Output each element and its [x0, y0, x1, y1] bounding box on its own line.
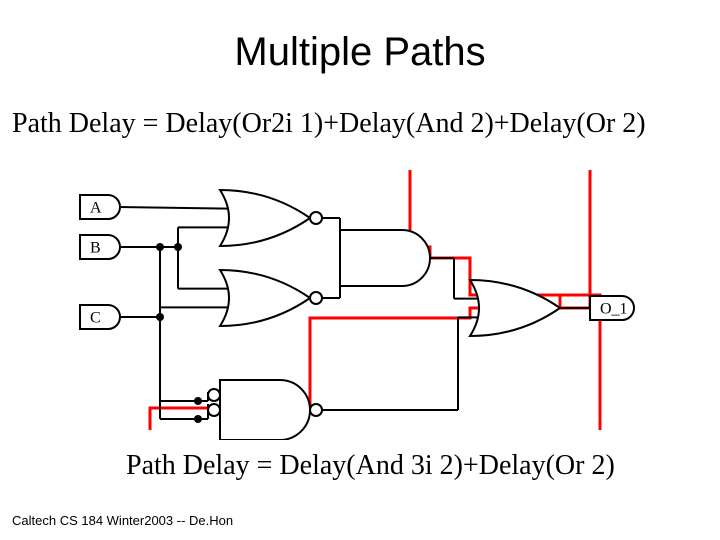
circuit-diagram: A B C O_1	[30, 150, 690, 440]
svg-text:A: A	[90, 199, 102, 216]
slide-footer: Caltech CS 184 Winter2003 -- De.Hon	[12, 513, 233, 528]
equation-top: Path Delay = Delay(Or2i 1)+Delay(And 2)+…	[12, 108, 646, 140]
svg-text:C: C	[90, 309, 101, 326]
svg-text:O_1: O_1	[600, 300, 628, 317]
equation-bottom: Path Delay = Delay(And 3i 2)+Delay(Or 2)	[126, 450, 615, 482]
svg-text:B: B	[90, 239, 101, 256]
circuit-svg: A B C O_1	[30, 150, 690, 440]
slide-title: Multiple Paths	[0, 30, 720, 75]
slide: Multiple Paths Path Delay = Delay(Or2i 1…	[0, 0, 720, 540]
